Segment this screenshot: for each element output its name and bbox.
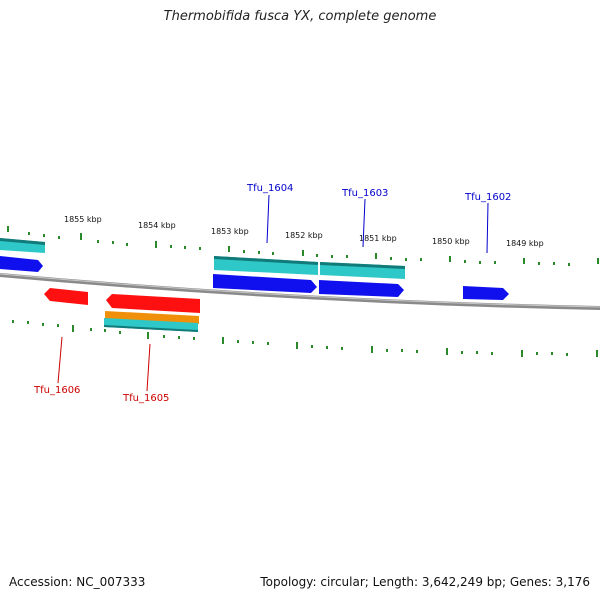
ruler-label: 1852 kbp <box>285 231 323 240</box>
outer-tick-ring <box>7 226 599 266</box>
leader-lines <box>57 194 489 392</box>
gene-label-minus[interactable]: Tfu_1606 <box>33 385 80 396</box>
accession-text: Accession: NC_007333 <box>9 575 146 589</box>
gene-arrow-plus[interactable] <box>0 256 43 272</box>
gene-arrow-minus[interactable] <box>106 294 200 313</box>
genome-backbone <box>0 273 600 310</box>
gene-label-plus[interactable]: Tfu_1602 <box>464 192 511 203</box>
ruler-label: 1853 kbp <box>211 227 249 236</box>
minus-misc-features <box>104 311 199 332</box>
gene-label-minus[interactable]: Tfu_1605 <box>122 393 169 404</box>
cds-feature[interactable] <box>104 318 198 332</box>
gene-arrow-minus[interactable] <box>44 288 88 305</box>
gene-arrow-plus[interactable] <box>463 286 509 300</box>
cds-feature-edge <box>214 256 318 265</box>
genome-summary-text: Topology: circular; Length: 3,642,249 bp… <box>260 575 590 589</box>
inner-tick-ring <box>12 320 598 357</box>
misc-feature[interactable] <box>105 311 199 324</box>
cds-feature-edge <box>320 262 405 269</box>
ruler-label: 1849 kbp <box>506 239 544 248</box>
plus-gene-features <box>0 256 509 300</box>
genome-backbone-highlight <box>0 273 600 308</box>
ruler-label: 1855 kbp <box>64 215 102 224</box>
ruler-label: 1854 kbp <box>138 221 176 230</box>
gene-arrow-plus[interactable] <box>319 280 404 297</box>
map-title: Thermobifida fusca YX, complete genome <box>163 9 437 24</box>
minus-gene-features <box>44 288 200 313</box>
ruler-label: 1850 kbp <box>432 237 470 246</box>
gene-label-plus[interactable]: Tfu_1604 <box>246 183 293 194</box>
gene-label-plus[interactable]: Tfu_1603 <box>341 188 388 199</box>
cds-feature-edge <box>104 325 198 332</box>
ruler-label: 1851 kbp <box>359 234 397 243</box>
cds-feature-edge <box>0 238 45 245</box>
gene-arrow-plus[interactable] <box>213 274 317 293</box>
plus-cds-features <box>0 238 405 279</box>
